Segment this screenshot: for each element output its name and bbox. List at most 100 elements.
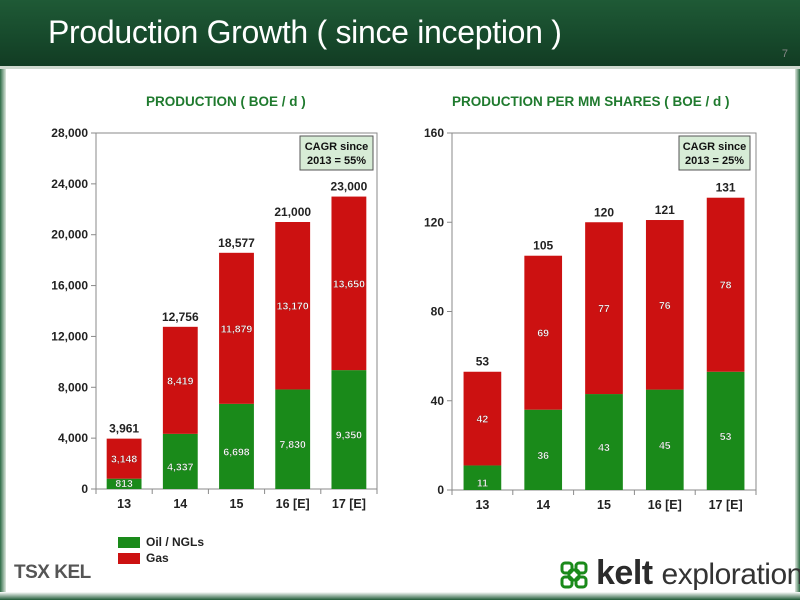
bar-gas <box>645 220 684 390</box>
y-tick-label: 0 <box>81 482 88 496</box>
bar-gas <box>219 252 254 404</box>
data-label-oil: 11 <box>477 478 488 490</box>
chart-title-production-per-share: PRODUCTION PER MM SHARES ( BOE / d ) <box>452 94 730 109</box>
legend-swatch-gas <box>118 552 140 564</box>
kelt-logo: kelt exploration <box>596 554 800 593</box>
bar-gas <box>463 371 502 466</box>
x-tick-label: 16 [E] <box>648 498 682 512</box>
data-label-total: 120 <box>594 205 614 219</box>
page-number: 7 <box>781 48 788 60</box>
chart-title-production: PRODUCTION ( BOE / d ) <box>146 94 306 109</box>
data-label-oil: 6,698 <box>223 446 249 458</box>
bar-oil <box>219 403 254 489</box>
kelt-logo-word: kelt <box>596 554 653 592</box>
cagr-annotation-text: 2013 = 55% <box>307 155 366 167</box>
data-label-total: 21,000 <box>274 205 311 219</box>
data-label-oil: 43 <box>598 442 610 454</box>
data-label-oil: 4,337 <box>167 461 193 473</box>
data-label-oil: 53 <box>720 431 732 443</box>
cagr-annotation-text: CAGR since <box>683 141 747 153</box>
data-label-gas: 3,148 <box>111 454 137 466</box>
frame-bottom-border <box>0 592 800 600</box>
bar-gas <box>524 255 563 410</box>
data-label-total: 12,756 <box>162 310 199 324</box>
legend-item-oil: Oil / NGLs <box>118 534 204 550</box>
data-label-oil: 45 <box>659 440 671 452</box>
y-tick-label: 120 <box>424 215 444 229</box>
cagr-annotation-text: 2013 = 25% <box>685 155 744 167</box>
x-tick-label: 13 <box>475 498 489 512</box>
x-tick-label: 17 [E] <box>332 497 366 511</box>
bar-oil <box>106 478 142 489</box>
cagr-annotation-text: CAGR since <box>305 141 369 153</box>
legend: Oil / NGLs Gas <box>118 534 204 566</box>
legend-label-oil: Oil / NGLs <box>146 535 205 549</box>
data-label-total: 131 <box>716 181 736 195</box>
y-tick-label: 40 <box>431 394 445 408</box>
data-label-total: 3,961 <box>109 422 139 436</box>
y-tick-label: 16,000 <box>51 279 88 293</box>
y-tick-label: 28,000 <box>51 126 88 140</box>
data-label-gas: 13,650 <box>333 278 365 290</box>
legend-item-gas: Gas <box>118 550 204 566</box>
x-tick-label: 15 <box>597 498 611 512</box>
data-label-gas: 11,879 <box>221 323 253 335</box>
bar-oil <box>331 370 367 489</box>
title-bar: Production Growth ( since inception ) <box>0 0 800 66</box>
data-label-oil: 7,830 <box>280 439 306 451</box>
kelt-logo-suffix: exploration <box>661 558 800 591</box>
x-tick-label: 16 [E] <box>276 497 310 511</box>
x-tick-label: 14 <box>536 498 550 512</box>
data-label-total: 121 <box>655 203 675 217</box>
frame-right-border <box>795 69 800 600</box>
data-label-gas: 13,170 <box>277 301 309 313</box>
bar-gas <box>706 197 745 372</box>
y-tick-label: 24,000 <box>51 177 88 191</box>
bar-gas <box>162 326 198 434</box>
y-tick-label: 80 <box>431 305 445 319</box>
page-title: Production Growth ( since inception ) <box>48 14 562 50</box>
cagr-annotation-box <box>299 135 374 171</box>
legend-label-gas: Gas <box>146 551 169 565</box>
data-label-gas: 77 <box>598 303 610 315</box>
cagr-annotation-box <box>678 135 751 171</box>
bar-oil <box>463 465 502 490</box>
data-label-gas: 78 <box>720 280 732 292</box>
data-label-total: 23,000 <box>331 180 368 194</box>
header-divider <box>0 66 800 69</box>
data-label-gas: 8,419 <box>167 375 193 387</box>
data-label-gas: 42 <box>477 414 489 426</box>
y-tick-label: 20,000 <box>51 228 88 242</box>
bar-gas <box>585 222 623 395</box>
bar-oil <box>275 389 311 489</box>
x-tick-label: 13 <box>117 497 131 511</box>
bar-oil <box>706 371 745 490</box>
data-label-oil: 9,350 <box>336 430 362 442</box>
data-label-total: 18,577 <box>218 236 255 250</box>
data-label-gas: 76 <box>659 300 671 312</box>
bar-oil <box>585 394 623 490</box>
x-tick-label: 17 [E] <box>709 498 743 512</box>
data-label-total: 105 <box>533 239 553 253</box>
x-tick-label: 14 <box>173 497 187 511</box>
bar-oil <box>162 433 198 489</box>
frame-left-border <box>0 69 6 600</box>
data-label-gas: 69 <box>537 328 549 340</box>
data-label-oil: 36 <box>537 450 549 462</box>
tsx-logo: TSX KEL <box>14 562 91 583</box>
y-tick-label: 12,000 <box>51 329 88 343</box>
bar-gas <box>331 196 367 371</box>
data-label-oil: 813 <box>115 478 133 490</box>
bar-oil <box>645 389 684 490</box>
data-label-total: 53 <box>476 355 490 369</box>
bar-oil <box>524 409 563 490</box>
y-tick-label: 0 <box>437 483 444 497</box>
y-tick-label: 8,000 <box>58 380 88 394</box>
bar-gas <box>275 222 311 390</box>
production-chart: 0 4,000 8,000 12,000 16,000 20,000 24,000 28,00… <box>51 126 378 511</box>
bar-gas <box>106 438 142 479</box>
y-tick-label: 4,000 <box>58 431 88 445</box>
kelt-knot-icon <box>560 561 588 589</box>
x-tick-label: 15 <box>230 497 244 511</box>
